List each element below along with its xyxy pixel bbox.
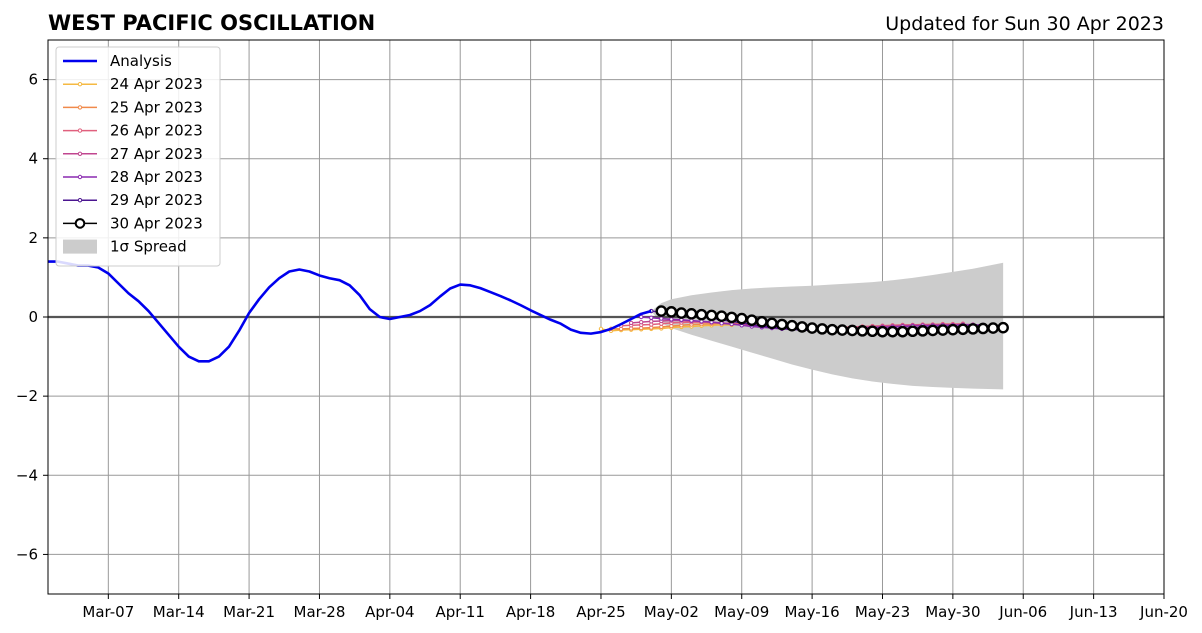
forecast-point	[997, 321, 1009, 334]
legend-swatch-marker	[77, 198, 83, 203]
x-tick-label: Apr-18	[506, 603, 556, 621]
forecast-point	[987, 322, 999, 334]
x-tick-label: Mar-07	[82, 603, 134, 621]
legend-label: 30 Apr 2023	[110, 214, 203, 232]
y-tick-label: 4	[28, 150, 38, 168]
forecast-point	[649, 315, 654, 320]
forecast-series-layer	[598, 305, 1009, 338]
forecast-point	[856, 325, 869, 337]
legend-swatch-marker	[77, 128, 83, 133]
y-tick-label: 2	[28, 229, 38, 247]
legend-label: 24 Apr 2023	[110, 75, 203, 93]
forecast-point	[598, 326, 604, 332]
y-tick-label: 0	[28, 308, 38, 326]
legend-swatch-marker	[77, 105, 83, 110]
legend-label: 1σ Spread	[110, 238, 187, 256]
forecast-point	[719, 321, 724, 326]
x-tick-label: Apr-25	[576, 603, 626, 621]
legend: Analysis 24 Apr 2023 25 Apr 2023 26 Apr 202…	[55, 46, 221, 267]
forecast-point	[695, 308, 708, 321]
x-tick-label: May-30	[925, 603, 980, 621]
forecast-point	[947, 323, 959, 336]
legend-box	[55, 46, 221, 267]
forecast-point	[806, 322, 818, 334]
x-tick-label: May-16	[784, 603, 839, 621]
legend-label: 29 Apr 2023	[110, 191, 203, 209]
forecast-point	[638, 314, 644, 320]
forecast-point	[957, 323, 969, 336]
x-tick-label: Apr-04	[365, 603, 415, 621]
chart-title: WEST PACIFIC OSCILLATION	[48, 11, 375, 35]
analysis-line	[48, 260, 652, 363]
legend-swatch-spread	[63, 239, 97, 254]
x-tick-label: Apr-11	[435, 603, 485, 621]
forecast-point	[766, 317, 778, 330]
forecast-point	[669, 317, 674, 322]
y-axis: −6 −4 −2 0 2 4 6	[16, 71, 48, 563]
forecast-point	[776, 318, 788, 331]
forecast-point	[675, 307, 688, 319]
forecast-point	[796, 321, 808, 333]
forecast-point	[876, 325, 889, 338]
forecast-point	[745, 314, 758, 326]
forecast-point	[715, 310, 728, 323]
forecast-point	[896, 325, 909, 338]
forecast-point	[705, 309, 718, 322]
forecast-point	[826, 323, 839, 336]
legend-swatch-marker	[77, 174, 83, 180]
legend-label: 25 Apr 2023	[110, 98, 203, 116]
forecast-point	[735, 312, 748, 325]
forecast-point	[926, 324, 939, 337]
legend-swatch-marker	[77, 151, 83, 157]
plot-area	[47, 39, 1165, 595]
y-tick-label: 6	[28, 71, 38, 89]
forecast-point	[665, 306, 678, 318]
legend-label: 27 Apr 2023	[110, 145, 203, 163]
forecast-point	[638, 319, 644, 325]
x-axis: Mar-07 Mar-14 Mar-21 Mar-28 Apr-04 Apr-11 Apr-…	[82, 594, 1188, 621]
forecast-point	[937, 324, 949, 336]
forecast-point	[786, 319, 798, 332]
x-tick-label: Mar-28	[294, 603, 346, 621]
forecast-point	[886, 325, 899, 338]
forecast-series-30-apr-2023	[655, 305, 1009, 338]
x-tick-label: May-09	[714, 603, 769, 621]
forecast-point	[655, 305, 668, 317]
forecast-point	[906, 325, 919, 338]
updated-label: Updated for Sun 30 Apr 2023	[885, 13, 1164, 35]
legend-label: Analysis	[110, 52, 172, 70]
forecast-point	[967, 323, 979, 335]
y-tick-label: −4	[16, 466, 38, 484]
x-tick-label: Mar-14	[153, 603, 205, 621]
legend-label: 28 Apr 2023	[110, 168, 203, 186]
forecast-point	[685, 308, 698, 320]
forecast-point	[866, 325, 879, 338]
x-tick-label: May-02	[644, 603, 699, 621]
x-tick-label: Mar-21	[223, 603, 275, 621]
forecast-point	[977, 322, 989, 335]
x-tick-label: Jun-13	[1069, 603, 1118, 621]
x-tick-label: May-23	[855, 603, 910, 621]
legend-swatch-marker	[74, 218, 86, 229]
forecast-point	[649, 319, 654, 324]
x-tick-label: Jun-06	[998, 603, 1047, 621]
forecast-point	[756, 315, 768, 328]
forecast-point	[916, 325, 929, 337]
y-tick-label: −2	[16, 387, 38, 405]
forecast-point	[659, 316, 664, 321]
analysis-layer	[48, 260, 652, 363]
x-tick-label: Jun-20	[1139, 603, 1188, 621]
y-tick-label: −6	[16, 545, 38, 563]
forecast-point	[816, 323, 828, 335]
forecast-point	[725, 311, 738, 324]
forecast-point	[628, 320, 634, 326]
legend-swatch-marker	[77, 82, 83, 87]
forecast-point	[846, 324, 859, 337]
forecast-point	[836, 324, 849, 336]
legend-label: 26 Apr 2023	[110, 122, 203, 140]
